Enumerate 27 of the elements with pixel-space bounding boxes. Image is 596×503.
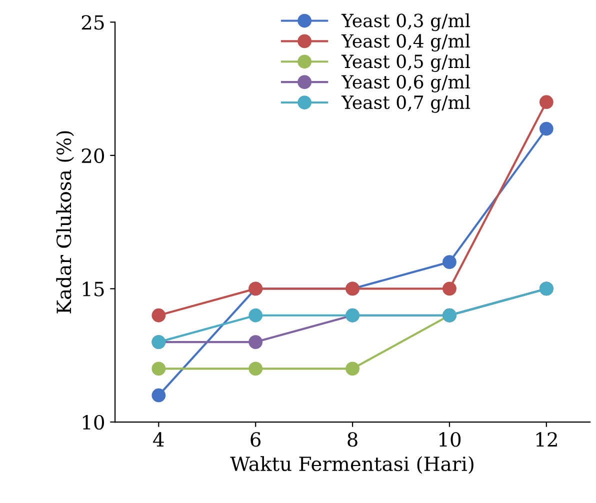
x-axis-title: Waktu Fermentasi (Hari) — [230, 456, 474, 474]
y-tick-label: 15 — [82, 282, 104, 296]
point — [539, 122, 554, 136]
legend-label: Yeast 0,5 g/ml — [341, 54, 470, 72]
x-tick-label: 4 — [153, 432, 164, 447]
point — [152, 308, 166, 322]
x-tick-label: 10 — [439, 432, 461, 447]
point — [442, 255, 456, 270]
legend-label: Yeast 0,4 g/ml — [341, 34, 470, 52]
point — [152, 362, 166, 376]
y-tick-label: 20 — [82, 148, 104, 164]
point — [152, 388, 166, 402]
legend-label: Yeast 0,7 g/ml — [341, 95, 470, 113]
legend-label: Yeast 0,6 g/ml — [341, 74, 470, 92]
y-axis-title: Kadar Glukosa (%) — [56, 131, 74, 314]
point — [346, 362, 360, 376]
y-tick-label: 10 — [82, 414, 104, 430]
x-tick-label: 8 — [348, 432, 358, 447]
point — [442, 282, 456, 296]
y-tick-label: 25 — [82, 15, 104, 30]
legend-label: Yeast 0,3 g/ml — [341, 13, 470, 32]
point — [539, 95, 554, 110]
point — [248, 362, 263, 376]
x-tick-label: 6 — [250, 432, 261, 447]
point — [248, 308, 263, 322]
point — [248, 335, 263, 349]
x-tick-label: 12 — [536, 432, 557, 447]
